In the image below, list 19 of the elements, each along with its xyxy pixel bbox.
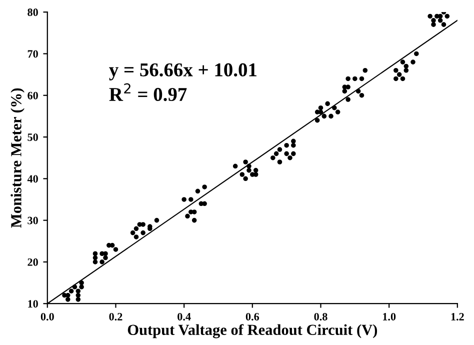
y-tick-label: 60 [28,92,38,100]
x-axis-title: Output Valtage of Readout Circuit (V) [128,324,378,338]
y-axis-title: Monisture Meter (%) [10,88,24,228]
x-tick-label: 0.4 [178,312,191,320]
y-tick-label: 40 [27,175,38,183]
y-tick-label: 80 [28,8,38,16]
y-tick-label: 30 [28,216,38,224]
x-tick-label: 1.0 [383,312,396,320]
annotation: R$^{2}$ = 0.97 [109,83,187,102]
y-tick-label: 70 [28,50,38,58]
y-tick-label: 50 [28,133,38,141]
y-tick-label: 10 [28,300,38,308]
x-tick-label: 0.6 [246,312,260,320]
y-tick-label: 20 [28,258,38,266]
x-tick-label: 1.2 [451,312,464,320]
x-tick-label: 0.2 [109,312,122,320]
x-tick-label: 0.0 [40,312,54,320]
x-tick-label: 0.8 [314,312,328,320]
annotation: y = 56.66x + 10.01 [109,63,256,80]
